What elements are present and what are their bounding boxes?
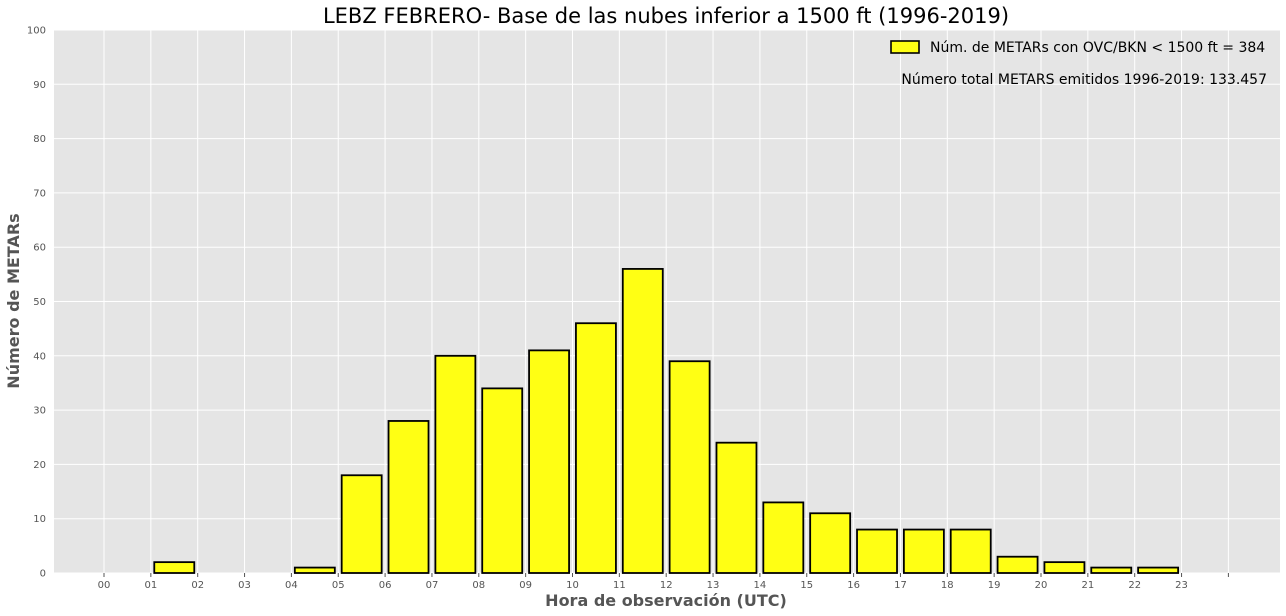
bar	[949, 528, 992, 574]
y-tick-label: 30	[33, 406, 46, 417]
bar	[996, 555, 1039, 574]
bar	[1137, 566, 1180, 574]
legend-label: Núm. de METARs con OVC/BKN < 1500 ft = 3…	[930, 40, 1265, 56]
x-tick-label: 18	[941, 580, 954, 591]
legend-swatch	[890, 40, 920, 54]
x-tick-label: 06	[379, 580, 392, 591]
y-tick-label: 10	[33, 514, 46, 525]
bar	[1090, 566, 1133, 574]
y-tick-label: 70	[33, 188, 46, 199]
bar	[293, 566, 336, 574]
bar	[434, 354, 477, 574]
y-axis-label: Número de METARs	[4, 213, 23, 388]
x-tick-label: 04	[285, 580, 298, 591]
x-tick-label: 00	[98, 580, 111, 591]
bar	[856, 528, 898, 574]
x-tick-label: 15	[800, 580, 813, 591]
x-tick-label: 22	[1128, 580, 1141, 591]
bars	[153, 268, 1180, 574]
bar	[762, 501, 805, 574]
x-tick-label: 13	[707, 580, 720, 591]
x-tick-label: 23	[1175, 580, 1188, 591]
bar	[340, 474, 383, 574]
x-tick-label: 16	[847, 580, 860, 591]
x-tick-label: 03	[238, 580, 251, 591]
y-tick-label: 20	[33, 460, 46, 471]
bar	[668, 360, 711, 574]
x-axis-label: Hora de observación (UTC)	[545, 591, 787, 610]
x-tick-label: 01	[144, 580, 157, 591]
x-tick-label: 09	[519, 580, 532, 591]
y-tick-labels: 0 10 20 30 40 50 60 70 80 90 100	[27, 26, 46, 580]
x-tick-label: 19	[988, 580, 1001, 591]
y-tick-label: 50	[33, 297, 46, 308]
bar	[528, 349, 570, 574]
y-tick-label: 100	[27, 26, 46, 37]
y-tick-label: 80	[33, 134, 46, 145]
bar	[153, 561, 196, 574]
x-tick-label: 12	[660, 580, 673, 591]
x-tick-labels: 00 01 02 03 04 05 06 07 08 09 10 11 12 13 14 15 16 17 18 19…	[98, 573, 1229, 591]
y-tick-label: 90	[33, 80, 46, 91]
x-tick-label: 10	[566, 580, 579, 591]
x-tick-label: 05	[332, 580, 345, 591]
y-tick-label: 40	[33, 351, 46, 362]
legend: Núm. de METARs con OVC/BKN < 1500 ft = 3…	[890, 40, 1267, 88]
x-tick-label: 02	[191, 580, 204, 591]
bar	[575, 322, 617, 574]
x-tick-label: 11	[613, 580, 626, 591]
y-tick-label: 60	[33, 243, 46, 254]
x-tick-label: 07	[426, 580, 439, 591]
bar	[1043, 561, 1086, 574]
bar	[715, 441, 758, 574]
bar	[902, 528, 945, 574]
bar	[621, 268, 664, 574]
bar	[809, 512, 852, 574]
x-tick-label: 17	[894, 580, 907, 591]
chart-title: LEBZ FEBRERO- Base de las nubes inferior…	[323, 4, 1009, 28]
bar	[387, 420, 430, 574]
total-annotation: Número total METARS emitidos 1996-2019: …	[901, 72, 1267, 88]
x-tick-label: 14	[754, 580, 767, 591]
x-tick-label: 21	[1081, 580, 1094, 591]
y-tick-label: 0	[40, 569, 46, 580]
bar	[481, 387, 524, 574]
grid-lines	[54, 29, 1280, 574]
x-tick-label: 20	[1035, 580, 1048, 591]
x-tick-label: 08	[472, 580, 485, 591]
